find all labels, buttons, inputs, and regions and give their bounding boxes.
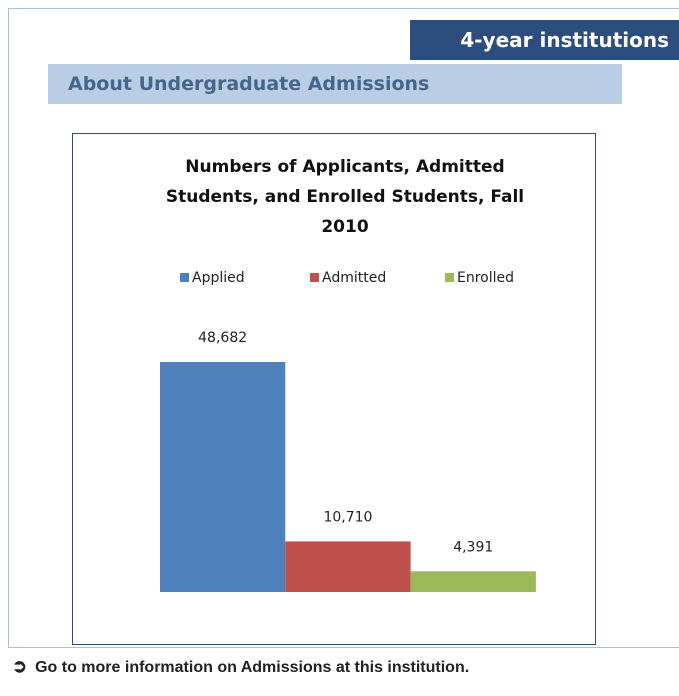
bar [160,362,286,592]
badge: 4-year institutions [410,20,679,60]
legend-label: Admitted [322,270,386,286]
value-label: 48,682 [198,330,247,346]
chart-title: Numbers of Applicants, Admitted Students… [165,157,525,237]
bar [285,541,411,592]
chart-box [72,133,596,645]
value-label: 4,391 [453,539,493,555]
link-text[interactable]: Go to more information on Admissions at … [35,659,470,676]
legend-swatch [310,273,319,282]
section-title: About Undergraduate Admissions [48,64,622,104]
arrow-icon: ➲ [12,656,28,676]
value-label: 10,710 [323,509,372,525]
legend-label: Applied [192,270,245,286]
link[interactable]: ➲ Go to more information on Admissions at… [12,656,469,677]
frame [8,8,679,648]
legend-swatch [445,273,454,282]
bar [410,571,536,592]
legend-label: Enrolled [457,270,514,286]
legend-swatch [180,273,189,282]
